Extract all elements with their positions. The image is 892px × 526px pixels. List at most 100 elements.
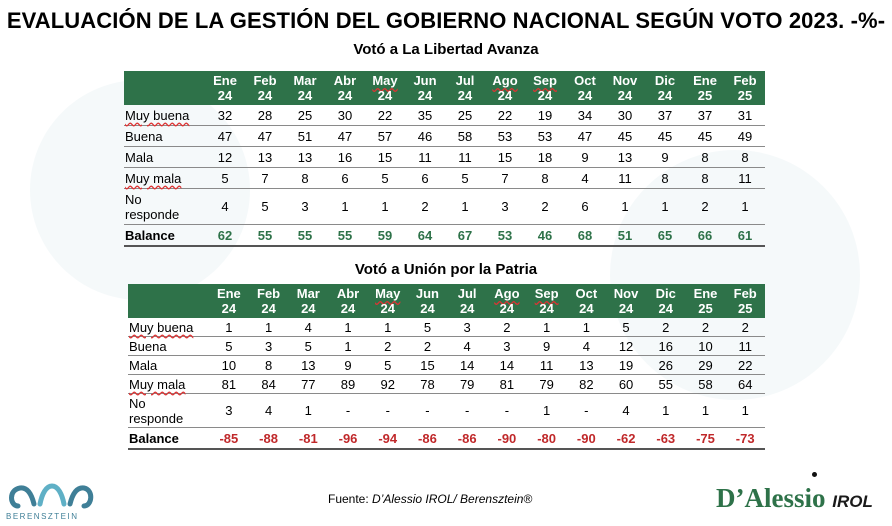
balance-cell: -86 (457, 430, 477, 446)
column-year: 25 (737, 88, 753, 103)
balance-cell: -73 (735, 430, 755, 446)
balance-cell: 67 (457, 227, 473, 243)
table-cell: 3 (501, 199, 509, 214)
column-month: May (375, 286, 401, 301)
table-cell: 13 (297, 149, 313, 165)
balance-cell: -80 (537, 430, 556, 446)
table-cell: 8 (264, 357, 273, 373)
table-cell: 9 (581, 149, 589, 165)
balance-cell: 68 (577, 227, 593, 243)
column-year: 24 (457, 88, 473, 103)
table-cell: 92 (380, 376, 395, 392)
column-year: 24 (459, 301, 475, 316)
table-cell: 8 (661, 170, 669, 186)
column-month: Abr (333, 73, 357, 88)
column-header: Abr 24 (328, 284, 368, 318)
column-month: Ago (494, 286, 520, 301)
table-cell: 11 (618, 170, 632, 186)
table-cell: 3 (503, 338, 511, 354)
table-cell: 26 (658, 357, 673, 373)
column-header: Ago 24 (485, 71, 525, 105)
table-row: Buena 5 3 5 1 2 2 4 3 9 4 12 16 10 11 (128, 337, 765, 356)
row-label: Muy mala (129, 376, 186, 392)
table-cell: 1 (741, 403, 749, 418)
column-year: 24 (537, 88, 553, 103)
column-header: Feb 24 (249, 284, 289, 318)
table-cell: 13 (257, 149, 273, 165)
table-cell: 84 (261, 376, 276, 392)
balance-cell: 55 (337, 227, 353, 243)
table-cell: 2 (701, 199, 709, 214)
table-cell: 2 (662, 319, 670, 335)
column-header: Oct 24 (565, 71, 605, 105)
table-cell: 1 (661, 199, 669, 214)
table-cell: 2 (421, 199, 429, 214)
table-cell: 5 (622, 319, 630, 335)
table-cell: 5 (381, 170, 389, 186)
balance-cell: 65 (657, 227, 673, 243)
balance-cell: -96 (338, 430, 358, 446)
table-cell: 47 (217, 128, 233, 144)
table-cell: 47 (577, 128, 593, 144)
table-cell: 89 (340, 376, 356, 392)
column-header: Feb 25 (725, 284, 765, 318)
table-cell: 49 (737, 128, 753, 144)
column-header: Nov 24 (605, 71, 645, 105)
column-year: 24 (297, 88, 313, 103)
table-cell: 11 (738, 170, 752, 186)
column-month: Dic (654, 73, 676, 88)
column-month: Feb (733, 286, 757, 301)
table-cell: 31 (737, 107, 753, 123)
table-cell: 15 (420, 357, 435, 373)
table-cell: 45 (617, 128, 633, 144)
column-header: Ago 24 (487, 284, 527, 318)
column-year: 24 (380, 301, 395, 316)
table-cell: 81 (221, 376, 237, 392)
table-cell: - (584, 403, 589, 418)
column-header: May 24 (365, 71, 405, 105)
balance-cell: 66 (697, 227, 713, 243)
column-month: Jul (457, 286, 477, 301)
balance-cell: -63 (656, 430, 676, 446)
table-cell: 82 (579, 376, 594, 392)
berensztein-logo (4, 478, 96, 524)
row-label: Muy buena (125, 107, 190, 123)
column-month: Oct (575, 286, 598, 301)
table-cell: 45 (657, 128, 673, 144)
column-header: Oct 24 (566, 284, 606, 318)
table-cell: 55 (658, 376, 673, 392)
table-cell: 5 (304, 338, 312, 354)
table-cell: 1 (542, 403, 551, 418)
table-cell: 14 (499, 357, 515, 373)
table-cell: 16 (658, 338, 673, 354)
column-year: 24 (301, 301, 316, 316)
balance-cell: -94 (378, 430, 398, 446)
balance-cell: -62 (616, 430, 636, 446)
table-cell: 30 (337, 107, 353, 123)
column-header: Mar 24 (285, 71, 325, 105)
row-label: Muy buena (129, 319, 194, 335)
table-cell: 8 (701, 170, 709, 186)
table-cell: 25 (457, 107, 473, 123)
source-authors: D’Alessio IROL/ Berensztein® (372, 492, 533, 506)
column-month: Feb (733, 73, 757, 88)
table-cell: 58 (698, 376, 713, 392)
table-cell: 37 (697, 107, 713, 123)
table-row: Muy buena 32 28 25 30 22 35 25 22 19 34 30 37 37 31 (124, 105, 765, 126)
table-cell: 1 (341, 199, 349, 214)
page-title: EVALUACIÓN DE LA GESTIÓN DEL GOBIERNO NA… (6, 8, 886, 33)
column-header: Jun 24 (405, 71, 445, 105)
table-cell: 5 (225, 338, 233, 354)
table-cell: 8 (701, 149, 709, 165)
table-cell: 81 (499, 376, 515, 392)
row-label: Buena (129, 338, 167, 354)
balance-cell: -81 (298, 430, 318, 446)
table-row: Buena 47 47 51 47 57 46 58 53 53 47 45 45 45 49 (124, 126, 765, 147)
column-month: Feb (253, 73, 277, 88)
table-cell: 34 (577, 107, 593, 123)
table-cell: 11 (738, 338, 752, 354)
column-month: Jun (413, 73, 437, 88)
balance-cell: 55 (297, 227, 313, 243)
table-cell: 7 (261, 170, 269, 186)
table-cell: 11 (418, 149, 432, 165)
